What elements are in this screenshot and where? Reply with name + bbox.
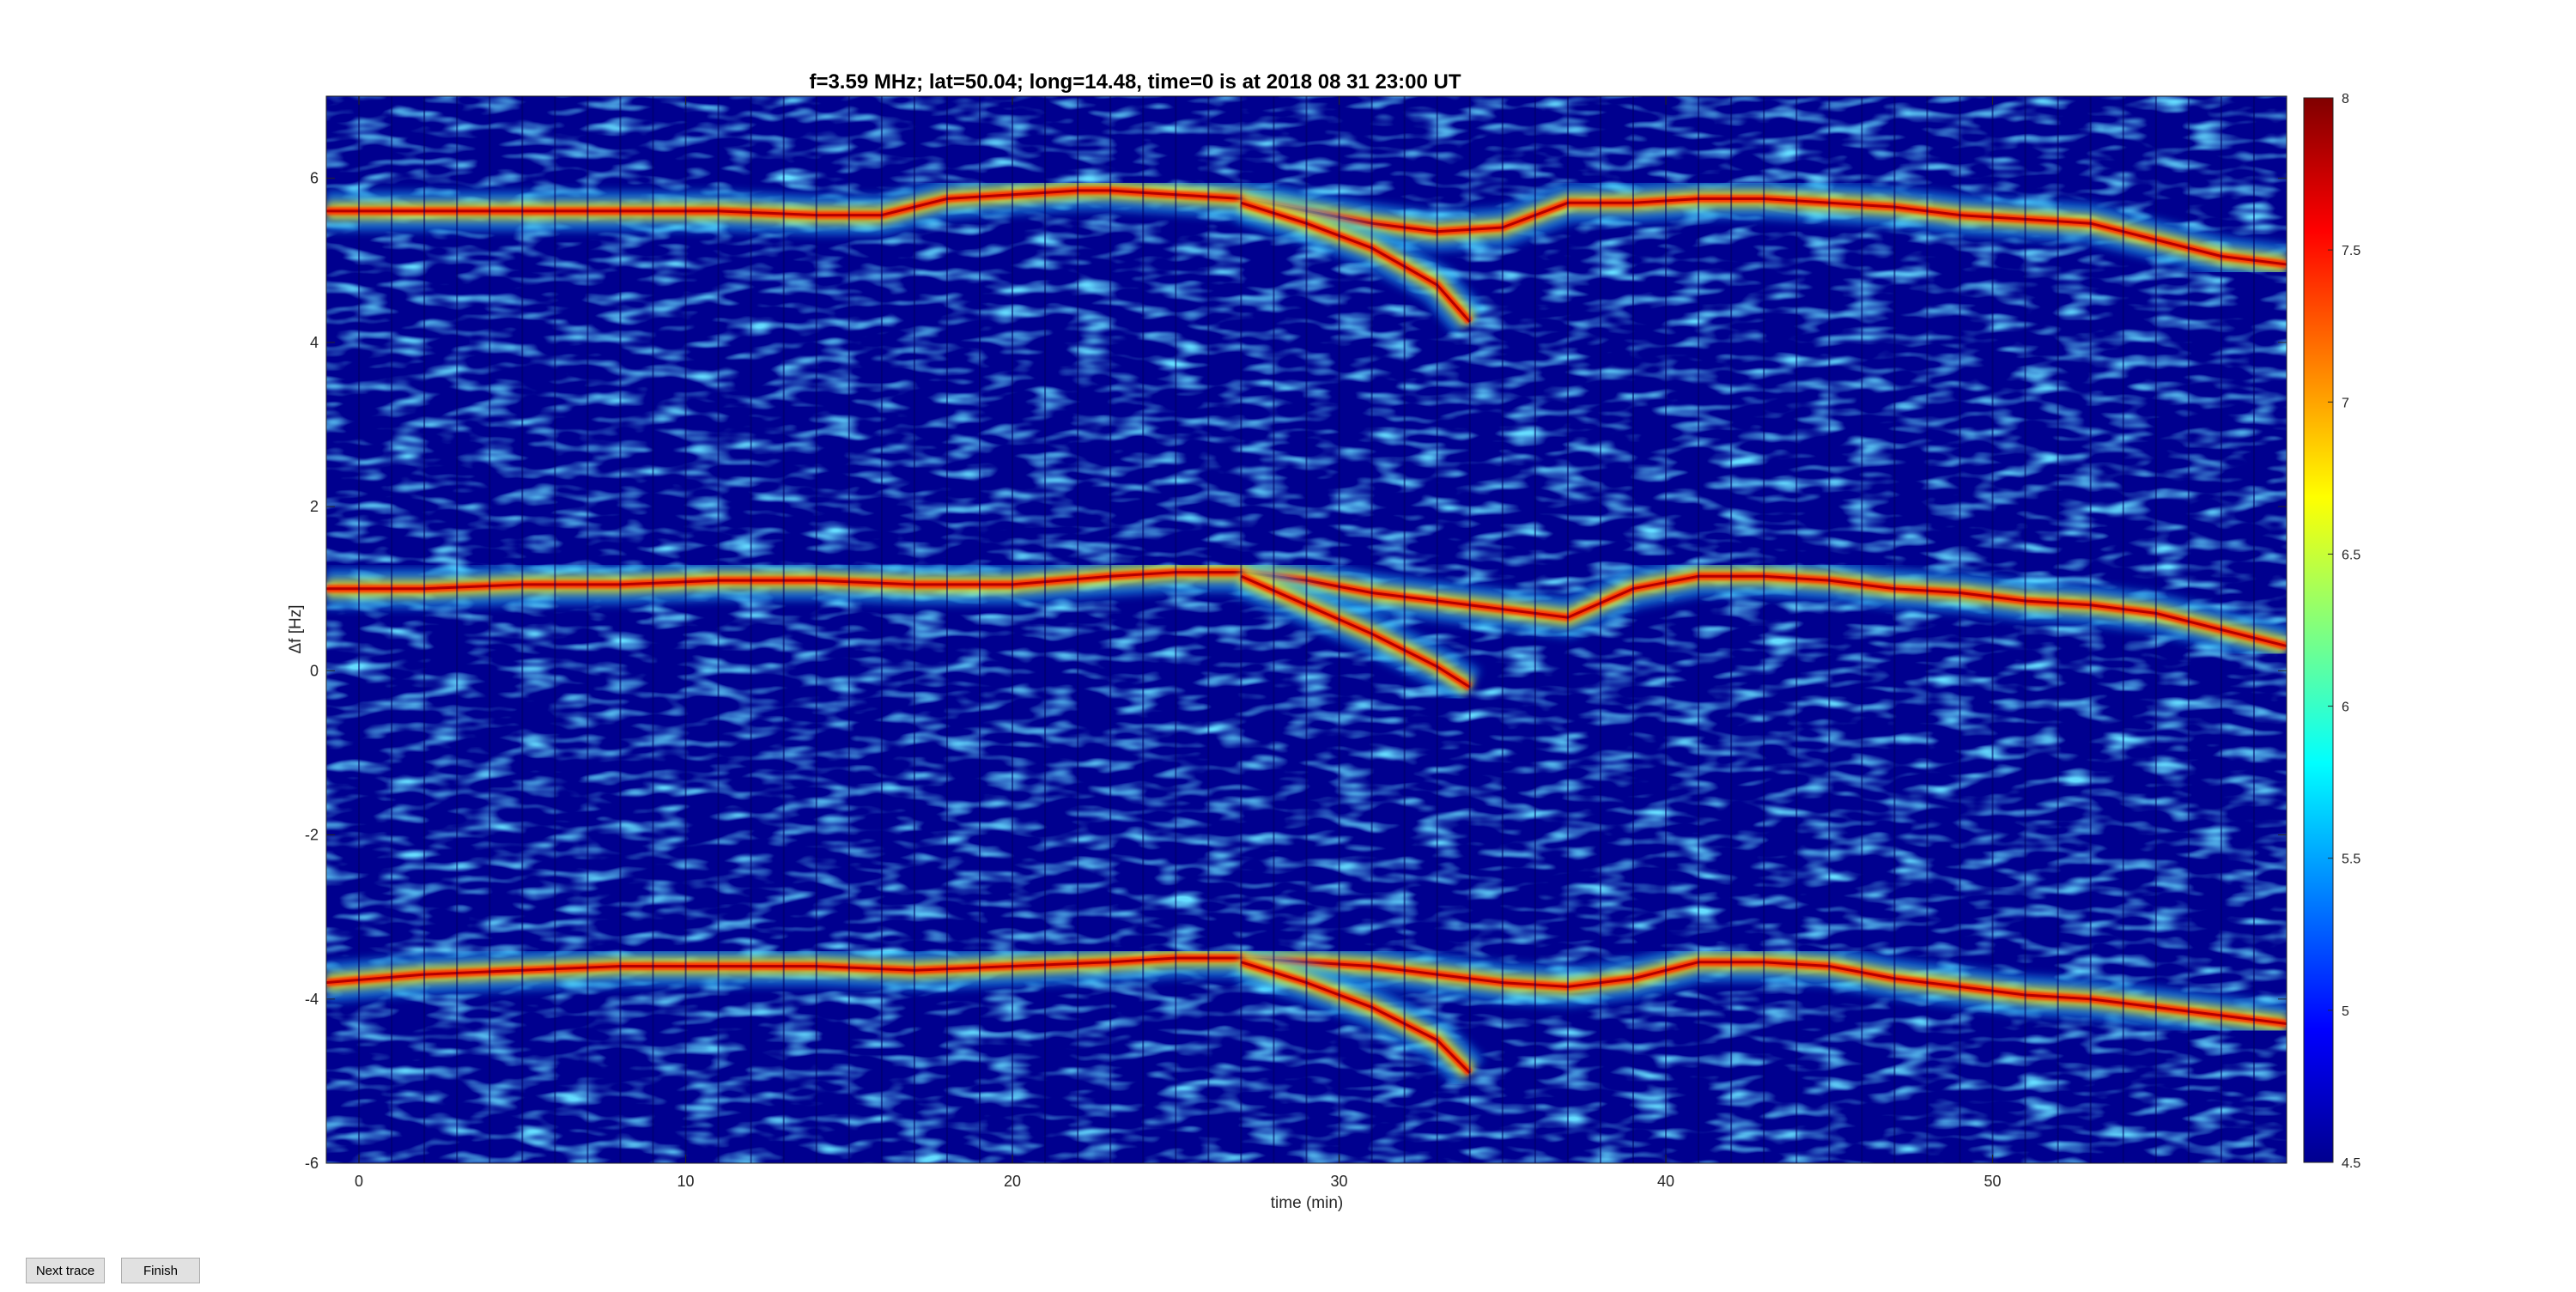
colorbar <box>2303 97 2334 1163</box>
y-tick-label: -4 <box>305 991 319 1008</box>
colorbar-tick-label: 5 <box>2342 1004 2349 1019</box>
x-axis-label: time (min) <box>1271 1194 1343 1212</box>
segment-seams <box>358 96 2255 1163</box>
x-tick-label: 20 <box>1004 1173 1021 1190</box>
finish-button[interactable]: Finish <box>121 1258 200 1283</box>
colorbar-ticks: 4.5 5 5.5 6 6.5 7 7.5 8 <box>2328 92 2360 1171</box>
colorbar-tick-label: 6 <box>2342 701 2349 715</box>
y-tick-label: 4 <box>310 334 319 351</box>
y-tick-label: -6 <box>305 1155 319 1172</box>
chart-title: f=3.59 MHz; lat=50.04; long=14.48, time=… <box>809 70 1461 94</box>
y-axis-label: Δf [Hz] <box>287 604 305 653</box>
x-tick-label: 40 <box>1657 1173 1674 1190</box>
colorbar-tick-label: 7.5 <box>2342 244 2360 258</box>
y-tick-label: 6 <box>310 170 319 187</box>
x-tick-label: 50 <box>1984 1173 2002 1190</box>
x-axis: 0 10 20 30 40 50 <box>355 96 2002 1190</box>
x-tick-label: 10 <box>677 1173 695 1190</box>
colorbar-tick-label: 8 <box>2342 92 2349 106</box>
y-tick-label: -2 <box>305 827 319 844</box>
plot-frame <box>325 95 2287 1164</box>
x-tick-label: 30 <box>1331 1173 1348 1190</box>
y-axis: -6 -4 -2 0 2 4 6 <box>305 170 2287 1172</box>
colorbar-tick-label: 6.5 <box>2342 548 2360 562</box>
next-trace-button[interactable]: Next trace <box>26 1258 105 1283</box>
colorbar-tick-label: 7 <box>2342 396 2349 410</box>
x-tick-label: 0 <box>355 1173 363 1190</box>
plot-area <box>326 96 2287 1163</box>
y-tick-label: 2 <box>310 498 319 515</box>
colorbar-tick-label: 5.5 <box>2342 852 2360 867</box>
y-tick-label: 0 <box>310 662 319 679</box>
colorbar-tick-label: 4.5 <box>2342 1156 2360 1171</box>
